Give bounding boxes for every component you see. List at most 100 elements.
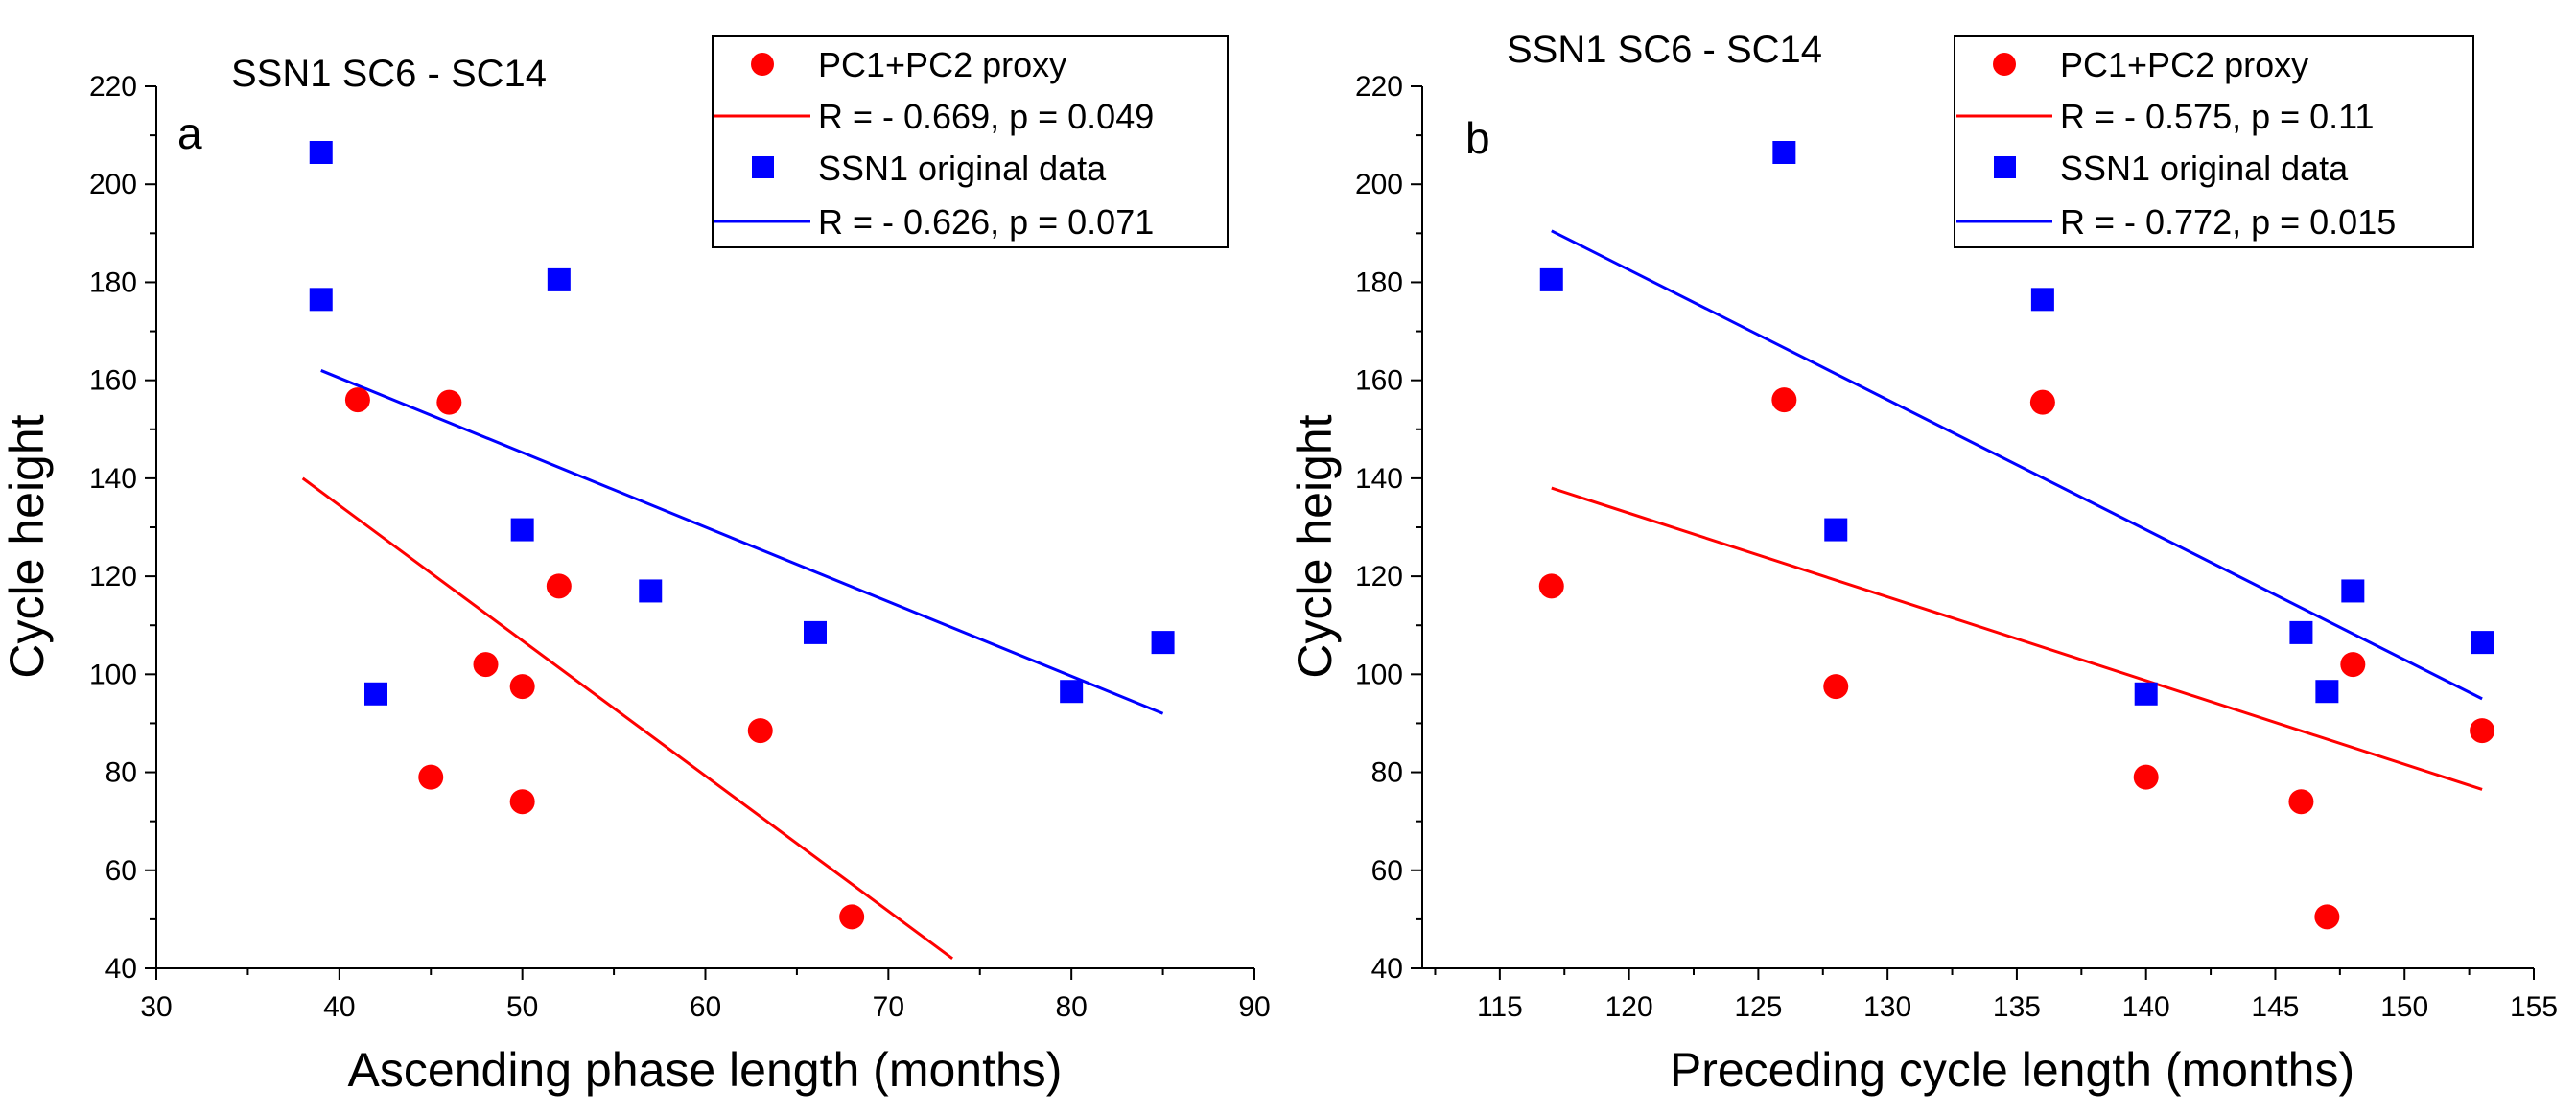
y-tick-label: 140 bbox=[1355, 463, 1403, 495]
panel-b-title: SSN1 SC6 - SC14 bbox=[1507, 29, 1822, 71]
y-tick-label: 40 bbox=[105, 953, 137, 985]
panel-a-legend: PC1+PC2 proxy R = - 0.669, p = 0.049 SSN… bbox=[712, 35, 1229, 248]
x-tick-label: 50 bbox=[506, 991, 538, 1023]
y-tick-label: 40 bbox=[1371, 953, 1403, 985]
proxy-point bbox=[509, 674, 535, 700]
ssn1-point bbox=[2341, 579, 2365, 603]
x-tick-label: 155 bbox=[2510, 991, 2558, 1023]
y-tick-label: 180 bbox=[89, 267, 137, 298]
ssn1-point bbox=[639, 579, 663, 603]
y-tick-label: 180 bbox=[1355, 267, 1403, 298]
proxy-point bbox=[344, 387, 370, 413]
proxy-point bbox=[2340, 652, 2366, 678]
y-tick-label: 100 bbox=[89, 659, 137, 690]
ssn1-point bbox=[309, 288, 333, 312]
x-tick-label: 115 bbox=[1477, 991, 1523, 1023]
y-tick-label: 120 bbox=[1355, 561, 1403, 592]
legend-label: SSN1 original data bbox=[2060, 149, 2349, 188]
ssn1-point bbox=[1151, 631, 1175, 655]
x-tick-label: 150 bbox=[2380, 991, 2428, 1023]
x-tick-label: 145 bbox=[2251, 991, 2299, 1023]
legend-marker-circle bbox=[751, 53, 774, 76]
panel-a-x-axis-title: Ascending phase length (months) bbox=[348, 1043, 1063, 1097]
ssn1-point bbox=[2471, 631, 2494, 655]
x-tick-label: 140 bbox=[2122, 991, 2170, 1023]
x-tick-label: 30 bbox=[140, 991, 172, 1023]
x-tick-label: 135 bbox=[1993, 991, 2041, 1023]
ssn1-point bbox=[2289, 620, 2313, 644]
ssn1-point bbox=[547, 267, 571, 291]
proxy-point bbox=[546, 573, 572, 599]
ssn1-point bbox=[1772, 141, 1796, 164]
proxy-point bbox=[509, 789, 535, 815]
panel-b-marks bbox=[1538, 141, 2495, 930]
x-tick-label: 80 bbox=[1055, 991, 1087, 1023]
ssn1-fit-line bbox=[320, 369, 1164, 715]
x-tick-label: 70 bbox=[873, 991, 904, 1023]
proxy-point bbox=[747, 718, 773, 744]
legend-label: R = - 0.575, p = 0.11 bbox=[2060, 97, 2375, 136]
proxy-point bbox=[2288, 789, 2314, 815]
y-tick-label: 160 bbox=[1355, 365, 1403, 397]
panel-a-letter: a bbox=[177, 108, 202, 158]
panel-b-legend: PC1+PC2 proxy R = - 0.575, p = 0.11 SSN1… bbox=[1954, 35, 2474, 248]
panel-a-marks bbox=[301, 141, 1175, 960]
y-tick-label: 80 bbox=[1371, 757, 1403, 789]
legend-marker-square bbox=[1994, 156, 2016, 178]
ssn1-point bbox=[510, 518, 534, 542]
x-tick-label: 120 bbox=[1605, 991, 1653, 1023]
x-tick-label: 125 bbox=[1734, 991, 1782, 1023]
ssn1-point bbox=[2134, 682, 2158, 706]
ssn1-point bbox=[1060, 680, 1084, 704]
ssn1-fit-line bbox=[1551, 229, 2483, 701]
y-tick-label: 160 bbox=[89, 365, 137, 397]
proxy-fit-line bbox=[301, 476, 954, 960]
legend-marker-circle bbox=[1993, 53, 2016, 76]
panel-a-title: SSN1 SC6 - SC14 bbox=[231, 53, 547, 95]
ssn1-point bbox=[1824, 518, 1848, 542]
panel-b-x-axis-title: Preceding cycle length (months) bbox=[1670, 1043, 2354, 1097]
y-tick-label: 60 bbox=[1371, 855, 1403, 887]
panel-b-letter: b bbox=[1465, 113, 1490, 163]
proxy-fit-line bbox=[1551, 486, 2483, 791]
ssn1-point bbox=[804, 620, 827, 644]
x-tick-label: 130 bbox=[1863, 991, 1911, 1023]
legend-label: SSN1 original data bbox=[818, 149, 1107, 188]
proxy-point bbox=[2133, 764, 2159, 790]
y-tick-label: 80 bbox=[105, 757, 137, 789]
proxy-point bbox=[1771, 387, 1797, 413]
legend-label: PC1+PC2 proxy bbox=[818, 45, 1066, 84]
legend-label: R = - 0.626, p = 0.071 bbox=[818, 202, 1154, 242]
legend-label: R = - 0.669, p = 0.049 bbox=[818, 97, 1154, 136]
proxy-point bbox=[1823, 674, 1849, 700]
legend-label: R = - 0.772, p = 0.015 bbox=[2060, 202, 2396, 242]
panel-b-y-axis-title: Cycle height bbox=[1288, 414, 1342, 678]
x-tick-label: 60 bbox=[690, 991, 721, 1023]
proxy-point bbox=[473, 652, 499, 678]
y-tick-label: 140 bbox=[89, 463, 137, 495]
panel-b-axes: 40 60 80 100 120 140 160 180 200 220 115 120 125 130 1… bbox=[1355, 71, 2558, 1023]
y-tick-label: 220 bbox=[89, 71, 137, 103]
proxy-point bbox=[2029, 389, 2055, 415]
panel-b: 40 60 80 100 120 140 160 180 200 220 115 120 125 130 1… bbox=[1288, 29, 2558, 1097]
legend-marker-square bbox=[752, 156, 774, 178]
legend-label: PC1+PC2 proxy bbox=[2060, 45, 2308, 84]
legend-box bbox=[712, 35, 1229, 248]
y-tick-label: 60 bbox=[105, 855, 137, 887]
ssn1-point bbox=[2030, 288, 2054, 312]
proxy-point bbox=[839, 904, 865, 930]
ssn1-point bbox=[1539, 267, 1563, 291]
legend-box bbox=[1954, 35, 2474, 248]
x-tick-label: 90 bbox=[1238, 991, 1270, 1023]
proxy-point bbox=[1538, 573, 1564, 599]
y-tick-label: 200 bbox=[1355, 169, 1403, 200]
ssn1-point bbox=[309, 141, 333, 164]
y-tick-label: 100 bbox=[1355, 659, 1403, 690]
y-tick-label: 200 bbox=[89, 169, 137, 200]
y-tick-label: 120 bbox=[89, 561, 137, 592]
panel-a-y-axis-title: Cycle height bbox=[0, 414, 54, 678]
ssn1-point bbox=[2315, 680, 2339, 704]
